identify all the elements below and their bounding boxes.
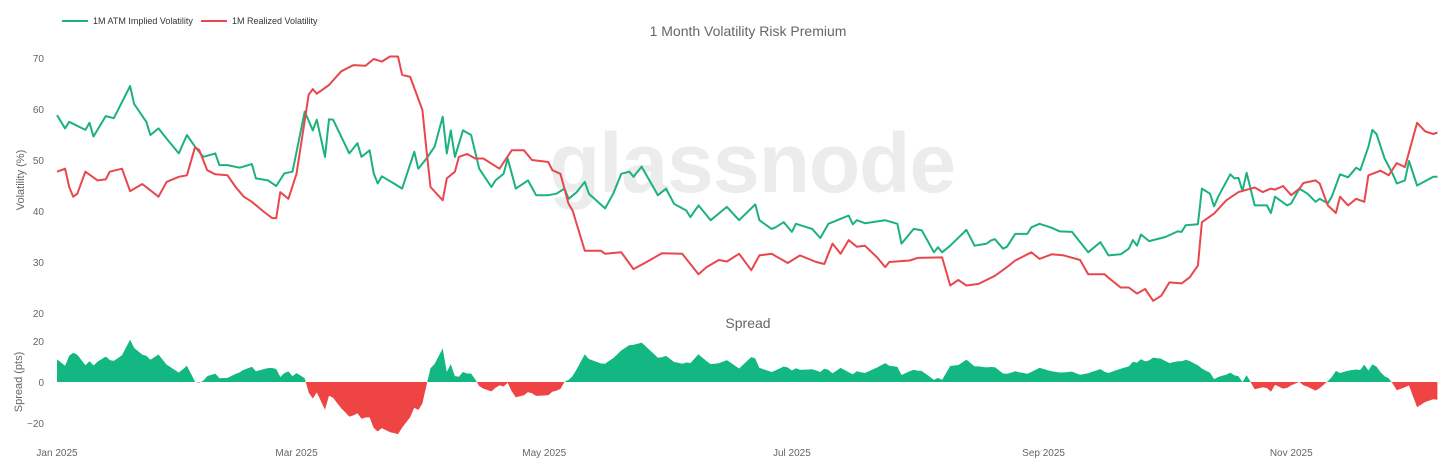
spread-y-tick-label: 20 <box>33 337 45 348</box>
spread-y-axis-label: Spread (pts) <box>13 352 25 413</box>
spread-y-tick-label: 0 <box>38 378 44 389</box>
main-y-tick-label: 50 <box>33 156 45 167</box>
legend: 1M ATM Implied Volatility 1M Realized Vo… <box>62 16 318 26</box>
x-tick-label: Nov 2025 <box>1270 448 1313 459</box>
x-tick-label: Jan 2025 <box>36 448 78 459</box>
legend-label-realized: 1M Realized Volatility <box>232 16 318 26</box>
main-y-tick-label: 70 <box>33 54 45 65</box>
main-chart-title: 1 Month Volatility Risk Premium <box>650 23 847 39</box>
x-tick-label: Jul 2025 <box>773 448 811 459</box>
main-y-tick-label: 60 <box>33 105 45 116</box>
legend-item-realized[interactable]: 1M Realized Volatility <box>201 16 318 26</box>
spread-y-tick-label: −20 <box>27 419 44 430</box>
x-axis: Jan 2025 Mar 2025 May 2025 Jul 2025 Sep 2025… <box>36 448 1313 459</box>
realized-volatility-line <box>56 55 1438 302</box>
legend-label-implied: 1M ATM Implied Volatility <box>93 16 193 26</box>
main-y-axis-label: Volatility (%) <box>15 150 27 211</box>
main-plot-area <box>56 55 1438 302</box>
main-y-tick-label: 30 <box>33 258 45 269</box>
legend-item-implied[interactable]: 1M ATM Implied Volatility <box>62 16 193 26</box>
watermark-logo: glassnode <box>549 116 955 210</box>
spread-positive-area <box>57 339 1438 382</box>
spread-y-axis: 20 0 −20 <box>27 337 44 430</box>
main-y-tick-label: 40 <box>33 207 45 218</box>
main-y-axis: 70 60 50 40 30 20 <box>33 54 45 320</box>
spread-plot-area <box>57 339 1438 435</box>
x-tick-label: Sep 2025 <box>1022 448 1065 459</box>
main-y-tick-label: 20 <box>33 309 45 320</box>
spread-chart-title: Spread <box>725 315 770 331</box>
spread-negative-area <box>57 382 1438 435</box>
x-tick-label: Mar 2025 <box>275 448 318 459</box>
x-tick-label: May 2025 <box>522 448 566 459</box>
